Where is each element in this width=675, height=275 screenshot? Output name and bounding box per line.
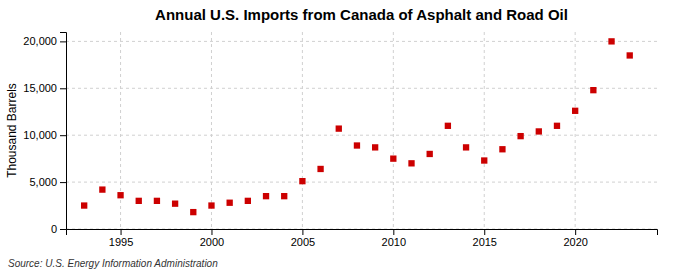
- point: [99, 186, 105, 192]
- x-tick: 2015: [473, 229, 497, 248]
- y-axis-title: Thousand Barrels: [5, 83, 19, 178]
- point: [590, 87, 596, 93]
- point: [299, 178, 305, 184]
- x-tick-label: 2010: [382, 236, 406, 248]
- x-tick-label: 2020: [563, 236, 587, 248]
- y-tick: 0: [51, 223, 66, 235]
- y-axis-line: [60, 33, 67, 230]
- point: [226, 200, 232, 206]
- grid-line-y: [66, 135, 657, 136]
- x-tick-mark: [393, 229, 394, 235]
- point: [117, 192, 123, 198]
- y-tick-label: 20,000: [23, 35, 57, 47]
- x-axis: 1995 2000 2005 2010 2015 2020: [67, 229, 658, 248]
- grid-line-x: [575, 32, 576, 229]
- point: [354, 142, 360, 148]
- title: Annual U.S. Imports from Canada of Aspha…: [155, 6, 568, 23]
- point: [554, 123, 560, 129]
- point: [517, 133, 523, 139]
- x-tick-mark: [484, 229, 485, 235]
- point: [445, 123, 451, 129]
- x-axis-line: [67, 230, 658, 236]
- point: [154, 198, 160, 204]
- grid-line-x: [393, 32, 394, 229]
- y-tick: 20,000: [23, 35, 66, 47]
- x-tick: 2005: [291, 229, 315, 248]
- x-tick-mark: [121, 229, 122, 235]
- point: [499, 146, 505, 152]
- y-tick-label: 15,000: [23, 82, 57, 94]
- grid-line-y: [66, 88, 657, 89]
- y-tick-mark: [60, 182, 66, 183]
- point: [463, 144, 469, 150]
- y-tick-mark: [60, 135, 66, 136]
- x-tick: 2000: [200, 229, 224, 248]
- y-tick-mark: [60, 41, 66, 42]
- x-tick: 2020: [563, 229, 587, 248]
- point: [208, 202, 214, 208]
- y-tick: 10,000: [23, 129, 66, 141]
- x-tick: 1995: [109, 229, 133, 248]
- y-tick: 5,000: [29, 176, 66, 188]
- point: [408, 160, 414, 166]
- y-tick-label: 5,000: [29, 176, 57, 188]
- grid-line-x: [484, 32, 485, 229]
- point: [81, 202, 87, 208]
- point: [281, 193, 287, 199]
- y-tick-mark: [60, 88, 66, 89]
- y-tick: 15,000: [23, 82, 66, 94]
- x-tick-label: 2015: [473, 236, 497, 248]
- grid-line-x: [302, 32, 303, 229]
- grid-line-x: [211, 32, 212, 229]
- marks: [81, 38, 633, 215]
- x-tick-mark: [575, 229, 576, 235]
- point: [572, 108, 578, 114]
- point: [427, 151, 433, 157]
- point: [317, 166, 323, 172]
- chart: 1995 2000 2005 2010 2015 2020 0 5,000 10,000 15,0…: [0, 0, 675, 275]
- point: [536, 128, 542, 134]
- point: [263, 193, 269, 199]
- point: [390, 155, 396, 161]
- x-tick-mark: [302, 229, 303, 235]
- point: [245, 198, 251, 204]
- point: [608, 38, 614, 44]
- x-tick-label: 2005: [291, 236, 315, 248]
- grid-line-x: [120, 32, 121, 229]
- x-tick-label: 1995: [109, 236, 133, 248]
- point: [136, 198, 142, 204]
- y-tick-label: 10,000: [23, 129, 57, 141]
- grid: [66, 32, 657, 229]
- annotation: Source: U.S. Energy Information Administ…: [8, 258, 218, 269]
- grid-line-y: [66, 182, 657, 183]
- point: [190, 209, 196, 215]
- x-tick-mark: [211, 229, 212, 235]
- grid-line-y: [66, 41, 657, 42]
- x-tick: 2010: [382, 229, 406, 248]
- y-tick-label: 0: [51, 223, 57, 235]
- y-axis: 0 5,000 10,000 15,000 20,000: [23, 33, 66, 236]
- point: [481, 157, 487, 163]
- y-tick-mark: [60, 229, 66, 230]
- point: [627, 52, 633, 58]
- plot: 1995 2000 2005 2010 2015 2020 0 5,000 10,000 15,0…: [23, 32, 657, 248]
- point: [336, 125, 342, 131]
- x-tick-label: 2000: [200, 236, 224, 248]
- point: [372, 144, 378, 150]
- point: [172, 201, 178, 207]
